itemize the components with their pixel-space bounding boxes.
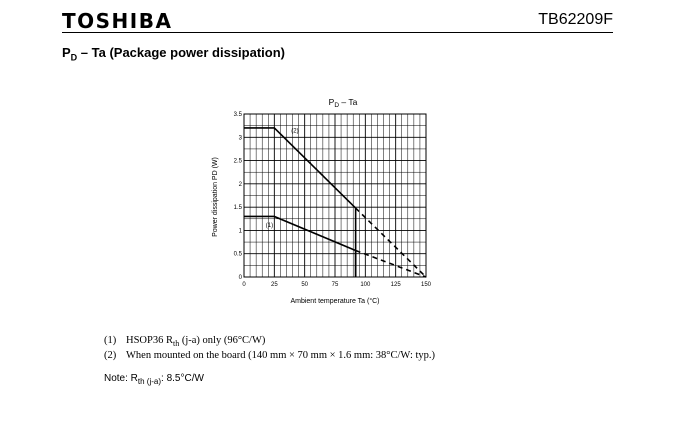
section-title-main: P <box>62 45 71 60</box>
pd-ta-chart: PD – Ta 0 25 50 75 100 125 150 0 0.5 1 1.5 2 2.5 3 3.5… <box>200 92 460 314</box>
series-line-2 <box>244 127 357 209</box>
rth-note-suffix: : 8.5°C/W <box>161 373 204 384</box>
chart-title-rest: – Ta <box>339 97 358 107</box>
series: (1) (2) <box>244 127 427 278</box>
rth-note-prefix: Note: R <box>104 373 138 384</box>
section-title-sub: D <box>70 52 78 63</box>
section-title: PD – Ta (Package power dissipation) <box>62 45 285 63</box>
note-text: HSOP36 Rth (j-a) only (96°C/W) <box>126 335 266 349</box>
x-tick-label: 50 <box>301 282 308 288</box>
y-tick-label: 0.5 <box>234 252 243 258</box>
grid <box>244 114 426 277</box>
note-post: (j-a) only (96°C/W) <box>179 335 266 346</box>
chart-title-sub: D <box>334 102 339 109</box>
x-tick-label: 75 <box>332 282 339 288</box>
chart-svg: PD – Ta 0 25 50 75 100 125 150 0 0.5 1 1.5 2 2.5 3 3.5… <box>212 97 432 305</box>
x-tick-label: 100 <box>360 282 371 288</box>
plot-frame <box>243 113 427 278</box>
note-item: (1) HSOP36 Rth (j-a) only (96°C/W) <box>104 335 435 350</box>
notes-list: (1) HSOP36 Rth (j-a) only (96°C/W) (2) Whe… <box>104 335 435 365</box>
y-tick-label: 2 <box>239 182 243 188</box>
series-dashed-2 <box>355 207 427 278</box>
note-item: (2) When mounted on the board (140 mm × 7… <box>104 350 435 365</box>
note-index: (2) <box>104 350 117 362</box>
note-text: When mounted on the board (140 mm × 70 m… <box>126 350 435 361</box>
y-tick-label: 3.5 <box>234 112 243 118</box>
note-index: (1) <box>104 335 117 346</box>
x-tick-label: 125 <box>391 282 402 288</box>
chart-title: PD – Ta <box>329 97 358 109</box>
y-tick-label: 1 <box>239 228 243 234</box>
y-tick-label: 3 <box>239 135 243 141</box>
brand-logo: TOSHIBA <box>62 9 173 33</box>
axes: 0 25 50 75 100 125 150 0 0.5 1 1.5 2 2.5 3 3.5 <box>234 112 432 288</box>
rth-note: Note: Rth (j-a): 8.5°C/W <box>104 373 204 386</box>
section-title-rest: – Ta (Package power dissipation) <box>77 45 285 60</box>
series-label-2: (2) <box>291 129 298 135</box>
y-tick-label: 0 <box>239 275 243 281</box>
part-number: TB62209F <box>538 11 613 28</box>
note-sub: th <box>172 339 180 349</box>
x-axis-label: Ambient temperature Ta (°C) <box>290 297 379 305</box>
x-tick-label: 25 <box>271 282 278 288</box>
x-tick-label: 0 <box>242 282 246 288</box>
y-tick-label: 1.5 <box>234 205 243 211</box>
y-axis-label: Power dissipation PD (W) <box>212 157 219 237</box>
chart-title-main: P <box>329 97 335 107</box>
note-pre: When mounted on the board (140 mm × 70 m… <box>126 350 436 362</box>
rth-note-sub: th (j-a) <box>137 377 162 386</box>
series-dashed-1 <box>355 249 427 278</box>
y-tick-label: 2.5 <box>234 159 243 165</box>
note-pre: HSOP36 R <box>126 335 173 346</box>
series-line-1 <box>244 215 356 252</box>
series-label-1: (1) <box>266 223 273 229</box>
x-tick-label: 150 <box>421 282 432 288</box>
page-header: TOSHIBA TB62209F <box>62 8 613 33</box>
